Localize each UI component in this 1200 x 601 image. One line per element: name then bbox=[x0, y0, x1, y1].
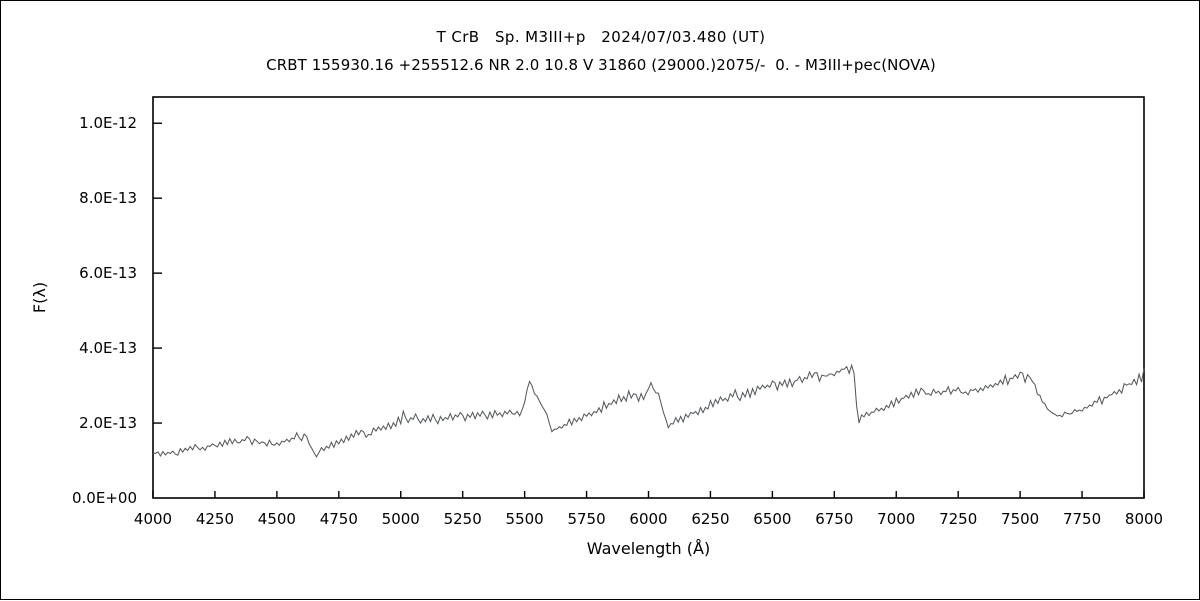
y-tick-label: 2.0E-13 bbox=[79, 414, 137, 432]
x-tick-label: 6500 bbox=[753, 510, 791, 528]
figure-title-line1: T CrB Sp. M3III+p 2024/07/03.480 (UT) bbox=[436, 28, 766, 46]
y-axis-ticks bbox=[153, 122, 162, 424]
y-tick-label: 4.0E-13 bbox=[79, 339, 137, 357]
y-tick-label: 0.0E+00 bbox=[72, 489, 137, 507]
y-tick-label: 8.0E-13 bbox=[79, 189, 137, 207]
y-tick-label: 1.0E-12 bbox=[79, 114, 137, 132]
figure-title-line2: CRBT 155930.16 +255512.6 NR 2.0 10.8 V 3… bbox=[266, 56, 936, 74]
spectrum-line bbox=[152, 363, 1145, 458]
y-axis-title: F(λ) bbox=[30, 282, 49, 313]
x-tick-label: 7750 bbox=[1063, 510, 1101, 528]
x-tick-label: 4000 bbox=[134, 510, 172, 528]
x-tick-label: 4750 bbox=[320, 510, 358, 528]
y-axis-tick-labels: 0.0E+00 2.0E-13 4.0E-13 6.0E-13 8.0E-13 1.0E-… bbox=[72, 114, 137, 507]
x-tick-label: 5750 bbox=[567, 510, 605, 528]
x-axis-ticks bbox=[152, 491, 1145, 498]
x-tick-label: 8000 bbox=[1125, 510, 1163, 528]
x-axis-tick-labels: 4000 4250 4500 4750 5000 5250 5500 5750 6000 6250… bbox=[134, 510, 1163, 528]
plot-frame bbox=[152, 96, 1145, 499]
y-tick-label: 6.0E-13 bbox=[79, 264, 137, 282]
figure-title-block: T CrB Sp. M3III+p 2024/07/03.480 (UT) CR… bbox=[1, 27, 1200, 75]
x-tick-label: 6000 bbox=[629, 510, 667, 528]
x-tick-label: 6250 bbox=[691, 510, 729, 528]
x-tick-label: 4250 bbox=[196, 510, 234, 528]
x-tick-label: 5250 bbox=[444, 510, 482, 528]
x-tick-label: 6750 bbox=[815, 510, 853, 528]
x-tick-label: 5500 bbox=[506, 510, 544, 528]
x-tick-label: 7000 bbox=[877, 510, 915, 528]
x-axis-title: Wavelength (Å) bbox=[587, 539, 710, 558]
x-tick-label: 4500 bbox=[258, 510, 296, 528]
x-tick-label: 7500 bbox=[1001, 510, 1039, 528]
x-tick-label: 5000 bbox=[382, 510, 420, 528]
x-tick-label: 7250 bbox=[939, 510, 977, 528]
